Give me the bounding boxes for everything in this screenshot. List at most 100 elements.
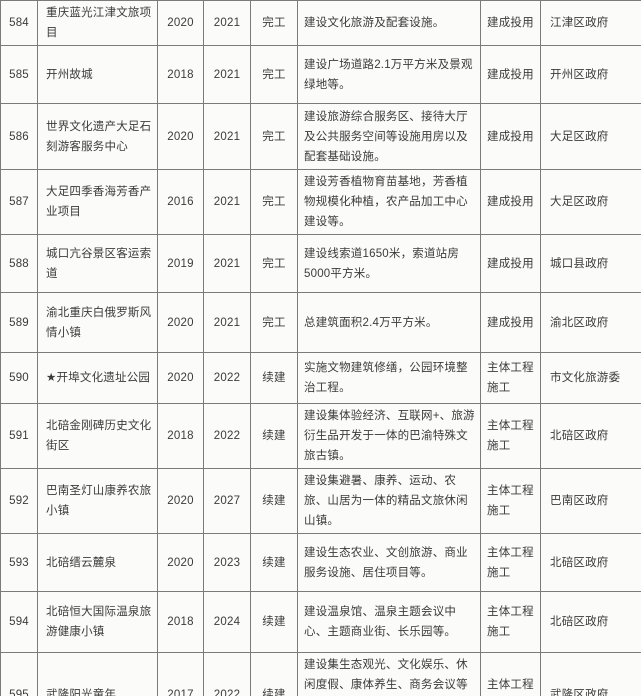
table-row: 590 ★开埠文化遗址公园 2020 2022 续建 实施文物建筑修缮，公园环境…	[0, 352, 641, 404]
table-row: 591 北碚金刚碑历史文化街区 2018 2022 续建 建设集体验经济、互联网…	[0, 403, 641, 469]
table-row: 595 武隆阳光童年 2017 2022 续建 建设集生态观光、文化娱乐、休闲度…	[0, 652, 641, 696]
project-name-cell: 城口亢谷景区客运索道	[37, 234, 158, 293]
project-name-cell: 开州故城	[37, 45, 158, 104]
description-cell: 建设芳香植物育苗基地，芳香植物规模化种植，农产品加工中心建设等。	[297, 169, 481, 235]
table-row: 593 北碚缙云麓泉 2020 2023 续建 建设生态农业、文创旅游、商业服务…	[0, 533, 641, 592]
start-year-cell: 2019	[157, 234, 204, 293]
progress-cell: 主体工程施工	[480, 468, 541, 534]
end-year-cell: 2021	[203, 292, 251, 353]
serial-cell: 584	[0, 0, 38, 46]
project-name-cell: 北碚恒大国际温泉旅游健康小镇	[37, 591, 158, 653]
description-cell: 建设集避暑、康养、运动、农旅、山居为一体的精品文旅休闲山镇。	[297, 468, 481, 534]
serial-cell: 585	[0, 45, 38, 104]
progress-cell: 建成投用	[480, 169, 541, 235]
project-name-cell: 世界文化遗产大足石刻游客服务中心	[37, 103, 158, 170]
project-name-cell: 武隆阳光童年	[37, 652, 158, 696]
description-cell: 实施文物建筑修缮，公园环境整治工程。	[297, 352, 481, 404]
serial-cell: 587	[0, 169, 38, 235]
progress-cell: 主体工程施工	[480, 652, 541, 696]
start-year-cell: 2020	[157, 103, 204, 170]
start-year-cell: 2018	[157, 591, 204, 653]
progress-cell: 建成投用	[480, 292, 541, 353]
end-year-cell: 2024	[203, 591, 251, 653]
description-cell: 建设集生态观光、文化娱乐、休闲度假、康体养生、商务会议等功能为一体的创新型旅游度…	[297, 652, 481, 696]
owner-cell: 北碚区政府	[540, 533, 641, 592]
progress-cell: 建成投用	[480, 234, 541, 293]
status-cell: 完工	[250, 45, 298, 104]
end-year-cell: 2021	[203, 169, 251, 235]
project-name-cell: ★开埠文化遗址公园	[37, 352, 158, 404]
project-name-cell: 重庆蓝光江津文旅项目	[37, 0, 158, 46]
start-year-cell: 2020	[157, 0, 204, 46]
start-year-cell: 2018	[157, 45, 204, 104]
status-cell: 续建	[250, 403, 298, 469]
start-year-cell: 2020	[157, 533, 204, 592]
end-year-cell: 2021	[203, 0, 251, 46]
end-year-cell: 2021	[203, 45, 251, 104]
owner-cell: 城口县政府	[540, 234, 641, 293]
start-year-cell: 2020	[157, 468, 204, 534]
description-cell: 建设旅游综合服务区、接待大厅及公共服务空间等设施用房以及配套基础设施。	[297, 103, 481, 170]
status-cell: 续建	[250, 468, 298, 534]
progress-cell: 主体工程施工	[480, 533, 541, 592]
table-row: 588 城口亢谷景区客运索道 2019 2021 完工 建设线索道1650米，索…	[0, 234, 641, 293]
owner-cell: 开州区政府	[540, 45, 641, 104]
end-year-cell: 2022	[203, 652, 251, 696]
table-row: 584 重庆蓝光江津文旅项目 2020 2021 完工 建设文化旅游及配套设施。…	[0, 0, 641, 46]
end-year-cell: 2027	[203, 468, 251, 534]
owner-cell: 巴南区政府	[540, 468, 641, 534]
serial-cell: 586	[0, 103, 38, 170]
start-year-cell: 2016	[157, 169, 204, 235]
description-cell: 建设广场道路2.1万平方米及景观绿地等。	[297, 45, 481, 104]
progress-cell: 建成投用	[480, 45, 541, 104]
owner-cell: 大足区政府	[540, 103, 641, 170]
owner-cell: 北碚区政府	[540, 403, 641, 469]
table-row: 587 大足四季香海芳香产业项目 2016 2021 完工 建设芳香植物育苗基地…	[0, 169, 641, 235]
progress-cell: 建成投用	[480, 0, 541, 46]
serial-cell: 592	[0, 468, 38, 534]
table-row: 585 开州故城 2018 2021 完工 建设广场道路2.1万平方米及景观绿地…	[0, 45, 641, 104]
status-cell: 完工	[250, 234, 298, 293]
project-name-cell: 巴南圣灯山康养农旅小镇	[37, 468, 158, 534]
progress-cell: 建成投用	[480, 103, 541, 170]
serial-cell: 594	[0, 591, 38, 653]
project-name-cell: 大足四季香海芳香产业项目	[37, 169, 158, 235]
status-cell: 完工	[250, 0, 298, 46]
progress-cell: 主体工程施工	[480, 352, 541, 404]
owner-cell: 渝北区政府	[540, 292, 641, 353]
owner-cell: 大足区政府	[540, 169, 641, 235]
status-cell: 完工	[250, 169, 298, 235]
description-cell: 总建筑面积2.4万平方米。	[297, 292, 481, 353]
progress-cell: 主体工程施工	[480, 403, 541, 469]
project-name-cell: 渝北重庆白俄罗斯风情小镇	[37, 292, 158, 353]
end-year-cell: 2023	[203, 533, 251, 592]
owner-cell: 江津区政府	[540, 0, 641, 46]
status-cell: 完工	[250, 292, 298, 353]
status-cell: 续建	[250, 652, 298, 696]
project-name-cell: 北碚金刚碑历史文化街区	[37, 403, 158, 469]
serial-cell: 591	[0, 403, 38, 469]
start-year-cell: 2020	[157, 352, 204, 404]
serial-cell: 588	[0, 234, 38, 293]
start-year-cell: 2020	[157, 292, 204, 353]
table-row: 594 北碚恒大国际温泉旅游健康小镇 2018 2024 续建 建设温泉馆、温泉…	[0, 591, 641, 653]
owner-cell: 市文化旅游委	[540, 352, 641, 404]
description-cell: 建设文化旅游及配套设施。	[297, 0, 481, 46]
description-cell: 建设生态农业、文创旅游、商业服务设施、居住项目等。	[297, 533, 481, 592]
serial-cell: 589	[0, 292, 38, 353]
table-row: 592 巴南圣灯山康养农旅小镇 2020 2027 续建 建设集避暑、康养、运动…	[0, 468, 641, 534]
end-year-cell: 2022	[203, 352, 251, 404]
project-name-cell: 北碚缙云麓泉	[37, 533, 158, 592]
table-row: 589 渝北重庆白俄罗斯风情小镇 2020 2021 完工 总建筑面积2.4万平…	[0, 292, 641, 353]
progress-cell: 主体工程施工	[480, 591, 541, 653]
description-cell: 建设线索道1650米，索道站房5000平方米。	[297, 234, 481, 293]
start-year-cell: 2017	[157, 652, 204, 696]
status-cell: 完工	[250, 103, 298, 170]
serial-cell: 590	[0, 352, 38, 404]
status-cell: 续建	[250, 352, 298, 404]
end-year-cell: 2021	[203, 103, 251, 170]
start-year-cell: 2018	[157, 403, 204, 469]
